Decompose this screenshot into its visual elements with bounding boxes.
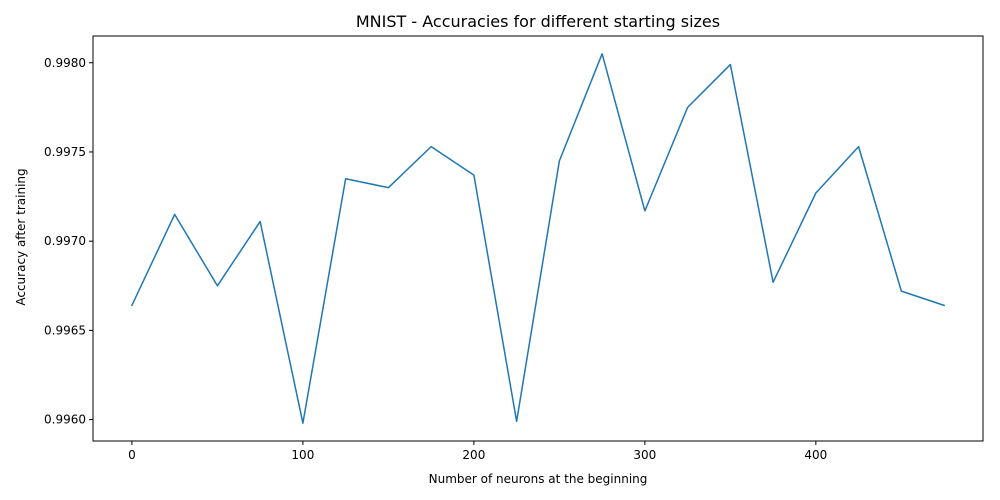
y-tick-label: 0.9980 bbox=[44, 56, 86, 70]
y-tick-label: 0.9960 bbox=[44, 413, 86, 427]
x-tick-label: 200 bbox=[462, 448, 485, 462]
x-axis-label: Number of neurons at the beginning bbox=[429, 472, 648, 486]
y-tick-label: 0.9965 bbox=[44, 323, 86, 337]
series-line-0 bbox=[130, 53, 946, 424]
plot-area: 0 100 200 300 400 0.9960 0.9965 0.9970 0.9975 0.9… bbox=[44, 35, 984, 462]
x-tick-label: 0 bbox=[128, 448, 136, 462]
x-tick-label: 400 bbox=[804, 448, 827, 462]
y-tick-label: 0.9975 bbox=[44, 145, 86, 159]
x-tick-label: 300 bbox=[633, 448, 656, 462]
x-tick-label: 100 bbox=[291, 448, 314, 462]
y-tick-label: 0.9970 bbox=[44, 234, 86, 248]
plot-frame bbox=[92, 35, 984, 442]
chart-title: MNIST - Accuracies for different startin… bbox=[356, 12, 720, 31]
y-axis-label: Accuracy after training bbox=[14, 168, 28, 305]
